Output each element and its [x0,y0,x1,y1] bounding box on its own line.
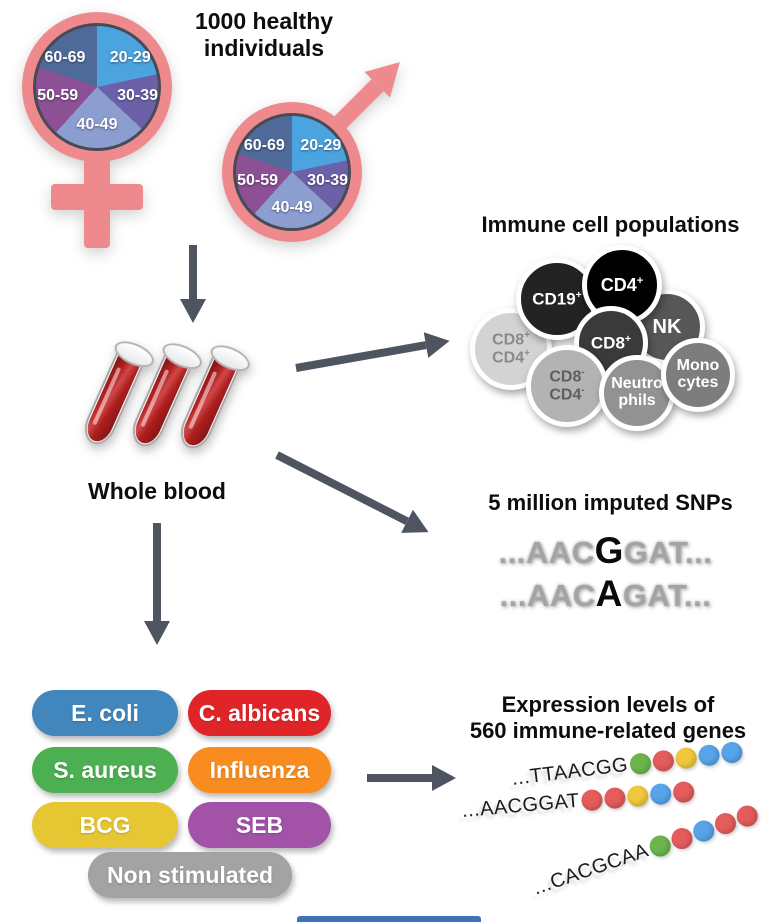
female-ring: 60-69 20-29 50-59 30-39 40-49 [22,12,172,162]
snp-title: 5 million imputed SNPs [488,490,733,515]
gene-sequence-row: ...AACGGAT [460,780,696,823]
expression-title-line1: Expression levels of [501,692,715,717]
expression-dot [733,802,761,830]
arrow-blood-to-cells [294,328,452,381]
snp-variant-allele: G [594,530,624,571]
stimulus-pill-ecoli: E. coli [32,690,178,736]
arrow-stimuli-to-expression [367,765,456,791]
cohort-title-line1: 1000 healthy [194,8,334,34]
male-symbol: 60-69 20-29 50-59 30-39 40-49 [222,30,413,245]
stimulus-pill-saureus: S. aureus [32,747,178,793]
pie-age-label: 20-29 [109,49,151,67]
pie-age-label: 50-59 [237,172,279,189]
snp-sequence-ref: ...AACGGAT... [498,530,713,571]
expression-dot [720,740,744,765]
expression-dot [651,749,675,773]
stimulus-pill-seb: SEB [188,802,331,848]
pie-age-label: 60-69 [44,49,86,67]
arrow-cohort-to-blood [180,245,206,323]
cropped-blue-strip [297,916,481,922]
pie-age-label: 20-29 [300,137,342,155]
stimulus-pill-nonstimulated: Non stimulated [88,852,292,898]
gene-sequence-text: ...AACGGAT [460,789,581,822]
pie-age-label: 30-39 [307,172,348,189]
expression-dot [628,752,653,776]
female-cross-bar [51,184,143,210]
gene-sequence-row: ...TTAACGG [511,740,744,791]
expression-dot [672,780,696,804]
male-age-pie: 60-69 20-29 50-59 30-39 40-49 [233,113,351,231]
stimulus-pill-bcg: BCG [32,802,178,848]
gene-sequence-text: ...CACGCAA [530,839,652,900]
expression-dot [711,810,739,838]
expression-dot [580,788,604,812]
gene-sequence-text: ...TTAACGG [510,753,630,790]
snp-sequence-alt: ...AACAGAT... [499,573,712,614]
arrow-blood-to-stimuli [144,523,170,645]
expression-dot [668,825,695,853]
gene-sequence-row: ...CACGCAA [530,802,761,900]
pie-age-label: 30-39 [117,87,158,104]
stimulus-pill-influenza: Influenza [188,747,331,793]
cell-circle-monocytes: Mono cytes [661,338,735,412]
immune-populations-title: Immune cell populations [481,212,740,237]
pie-age-label: 40-49 [271,198,313,216]
arrow-blood-to-snps [271,443,435,544]
snp-variant-allele: A [595,573,623,614]
expression-dot [689,817,717,845]
expression-dot [697,743,721,768]
cohort-title-line2: individuals [203,35,325,61]
expression-title-line2: 560 immune-related genes [469,718,747,743]
stimulus-pill-calbicans: C. albicans [188,690,331,736]
cell-circle-cd8neg-cd4neg: CD8- CD4- [526,345,608,427]
pie-age-label: 60-69 [243,137,285,155]
whole-blood-label: Whole blood [88,478,226,504]
pie-age-label: 40-49 [76,116,118,134]
male-ring: 60-69 20-29 50-59 30-39 40-49 [222,102,362,242]
expression-dot [626,784,650,808]
female-symbol: 60-69 20-29 50-59 30-39 40-49 [22,12,172,250]
expression-dot [603,786,627,810]
pie-age-label: 50-59 [37,87,79,104]
female-age-pie: 60-69 20-29 50-59 30-39 40-49 [33,23,161,151]
expression-title: Expression levels of 560 immune-related … [445,692,771,744]
expression-dot [674,746,698,770]
expression-dot [649,782,673,806]
cohort-title: 1000 healthy individuals [158,8,370,62]
